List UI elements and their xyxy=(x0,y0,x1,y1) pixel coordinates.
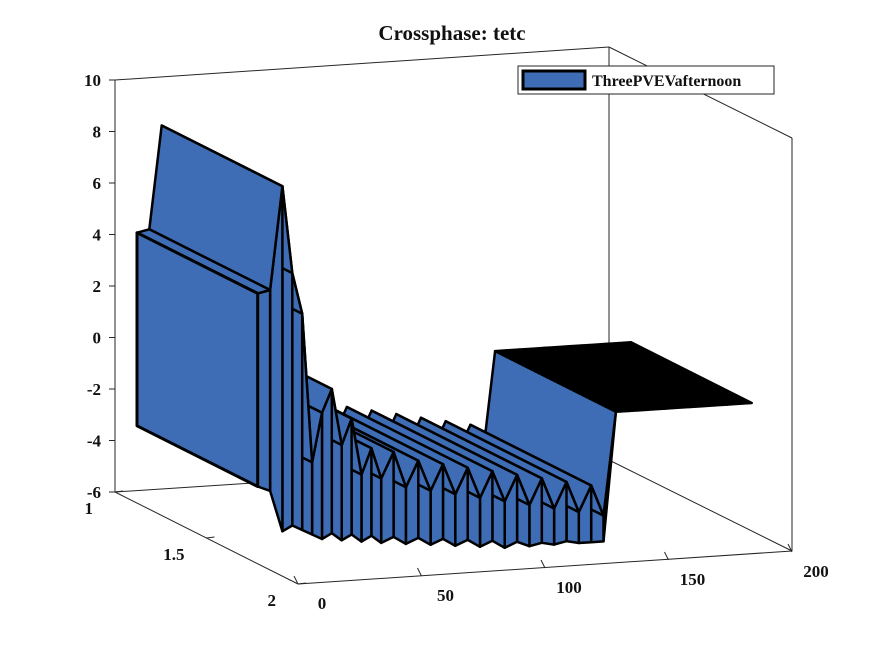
x-tick-mark xyxy=(417,567,422,577)
y-axis-ticks: 11.52 xyxy=(85,490,307,610)
chart-title: Crossphase: tetc xyxy=(378,21,525,45)
x-tick-mark xyxy=(293,575,299,585)
y-tick-label: 2 xyxy=(268,591,277,610)
y-tick-label: 1.5 xyxy=(163,545,184,564)
x-tick-mark xyxy=(787,543,793,553)
z-tick-label: 8 xyxy=(93,123,102,142)
x-tick-label: 100 xyxy=(556,578,582,597)
y-tick-mark xyxy=(206,536,215,539)
axis-right-floor xyxy=(608,459,793,552)
x-tick-label: 200 xyxy=(803,562,829,581)
y-tick-mark xyxy=(297,582,307,585)
x-tick-mark xyxy=(540,559,546,569)
x-tick-mark xyxy=(664,551,669,561)
z-tick-label: 0 xyxy=(93,329,102,348)
axis-back-top xyxy=(114,46,610,81)
y-tick-label: 1 xyxy=(85,499,94,518)
surface-end-cap xyxy=(135,231,260,488)
legend-label: ThreePVEVafternoon xyxy=(592,73,741,90)
z-tick-label: -2 xyxy=(87,380,101,399)
z-tick-label: 2 xyxy=(93,277,102,296)
z-axis-ticks: -6 -4 -2 0 2 4 6 8 10 xyxy=(84,71,115,502)
legend-swatch xyxy=(521,69,587,91)
x-tick-label: 50 xyxy=(437,586,454,605)
z-tick-label: 6 xyxy=(93,174,102,193)
x-tick-label: 150 xyxy=(680,570,706,589)
z-tick-label: -6 xyxy=(87,483,101,502)
z-tick-label: -4 xyxy=(87,432,102,451)
z-tick-label: 10 xyxy=(84,71,101,90)
surface-patch xyxy=(256,288,272,493)
z-tick-label: 4 xyxy=(93,226,102,245)
surface-series xyxy=(135,124,753,550)
x-tick-label: 0 xyxy=(318,594,327,613)
y-tick-mark xyxy=(114,490,124,493)
x-axis-ticks: 0 50 100 150 200 xyxy=(293,543,829,613)
legend: ThreePVEVafternoon xyxy=(517,65,775,95)
